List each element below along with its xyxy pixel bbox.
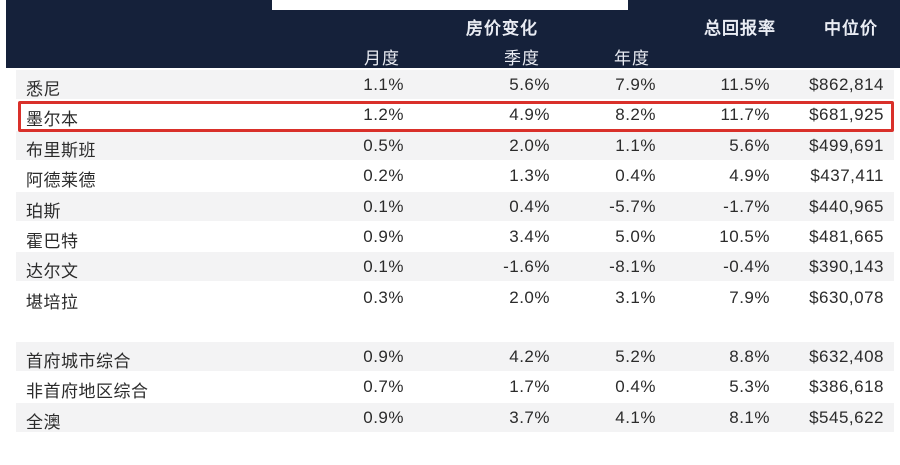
header-price-change: 房价变化 <box>466 19 538 38</box>
cell-year: 0.4% <box>615 377 656 396</box>
cell-year: 0.4% <box>615 166 656 185</box>
cell-median-price: $386,618 <box>809 377 884 396</box>
table-row: 墨尔本 1.2% 4.9% 8.2% 11.7% $681,925 <box>16 100 894 129</box>
cell-quarter: 3.4% <box>509 227 550 246</box>
cell-quarter: 5.6% <box>509 75 550 94</box>
cell-month: 0.1% <box>363 257 404 276</box>
header-notch <box>272 0 628 10</box>
cell-year: -8.1% <box>609 257 656 276</box>
table-row: 全澳 0.9% 3.7% 4.1% 8.1% $545,622 <box>16 403 894 432</box>
cell-total-return: 11.7% <box>720 105 770 124</box>
cell-total-return: 11.5% <box>720 75 770 94</box>
cell-quarter: 4.9% <box>509 105 550 124</box>
table-row: 悉尼 1.1% 5.6% 7.9% 11.5% $862,814 <box>16 70 894 99</box>
cell-total-return: 4.9% <box>729 166 770 185</box>
cell-year: 8.2% <box>615 105 656 124</box>
cell-year: 5.0% <box>615 227 656 246</box>
row-name: 达尔文 <box>26 262 79 281</box>
row-name: 珀斯 <box>26 202 61 221</box>
table-row: 阿德莱德 0.2% 1.3% 0.4% 4.9% $437,411 <box>16 161 894 190</box>
table-row: 非首府地区综合 0.7% 1.7% 0.4% 5.3% $386,618 <box>16 372 894 401</box>
cell-month: 0.5% <box>363 136 404 155</box>
cell-total-return: 10.5% <box>719 227 770 246</box>
cell-median-price: $545,622 <box>809 408 884 427</box>
header-total-return: 总回报率 <box>704 19 776 38</box>
cell-total-return: 5.6% <box>729 136 770 155</box>
row-name: 堪培拉 <box>26 293 79 312</box>
row-name: 悉尼 <box>26 80 61 99</box>
cell-year: 7.9% <box>615 75 656 94</box>
cell-total-return: 5.3% <box>729 377 770 396</box>
cell-year: -5.7% <box>609 197 656 216</box>
cell-quarter: 4.2% <box>509 347 550 366</box>
cell-quarter: 1.7% <box>509 377 550 396</box>
cell-year: 4.1% <box>615 408 656 427</box>
row-name: 阿德莱德 <box>26 171 96 190</box>
cell-total-return: -1.7% <box>723 197 770 216</box>
table-row: 霍巴特 0.9% 3.4% 5.0% 10.5% $481,665 <box>16 222 894 251</box>
cell-median-price: $862,814 <box>809 75 884 94</box>
cell-month: 0.7% <box>363 377 404 396</box>
row-name: 布里斯班 <box>26 141 96 160</box>
table-row: 首府城市综合 0.9% 4.2% 5.2% 8.8% $632,408 <box>16 342 894 371</box>
cell-median-price: $390,143 <box>809 257 884 276</box>
cell-month: 1.1% <box>363 75 404 94</box>
header-median: 中位价 <box>824 19 878 38</box>
cell-quarter: -1.6% <box>503 257 550 276</box>
cell-month: 0.9% <box>363 408 404 427</box>
cell-median-price: $440,965 <box>809 197 884 216</box>
table-subheader <box>6 50 900 68</box>
row-name: 霍巴特 <box>26 232 79 251</box>
cell-total-return: -0.4% <box>723 257 770 276</box>
table-row: 达尔文 0.1% -1.6% -8.1% -0.4% $390,143 <box>16 252 894 281</box>
cell-median-price: $630,078 <box>809 288 884 307</box>
cell-month: 0.9% <box>363 347 404 366</box>
header-year: 年度 <box>614 49 650 68</box>
cell-month: 0.1% <box>363 197 404 216</box>
row-name: 首府城市综合 <box>26 352 131 371</box>
cell-quarter: 2.0% <box>509 288 550 307</box>
table-row: 布里斯班 0.5% 2.0% 1.1% 5.6% $499,691 <box>16 131 894 160</box>
cell-year: 5.2% <box>615 347 656 366</box>
cell-total-return: 8.1% <box>729 408 770 427</box>
cell-month: 1.2% <box>363 105 404 124</box>
cell-quarter: 0.4% <box>509 197 550 216</box>
header-month: 月度 <box>364 49 400 68</box>
cell-total-return: 7.9% <box>729 288 770 307</box>
cell-quarter: 3.7% <box>509 408 550 427</box>
table-row: 堪培拉 0.3% 2.0% 3.1% 7.9% $630,078 <box>16 283 894 312</box>
cell-month: 0.2% <box>363 166 404 185</box>
cell-median-price: $437,411 <box>810 166 884 185</box>
cell-quarter: 1.3% <box>509 166 550 185</box>
cell-quarter: 2.0% <box>509 136 550 155</box>
cell-median-price: $632,408 <box>809 347 884 366</box>
cell-year: 1.1% <box>615 136 656 155</box>
row-name: 全澳 <box>26 413 61 432</box>
cell-month: 0.3% <box>363 288 404 307</box>
cell-total-return: 8.8% <box>729 347 770 366</box>
table-row: 珀斯 0.1% 0.4% -5.7% -1.7% $440,965 <box>16 192 894 221</box>
row-name: 墨尔本 <box>26 110 79 129</box>
row-name: 非首府地区综合 <box>26 382 149 401</box>
cell-median-price: $681,925 <box>809 105 884 124</box>
cell-month: 0.9% <box>363 227 404 246</box>
cell-median-price: $499,691 <box>809 136 884 155</box>
cell-median-price: $481,665 <box>809 227 884 246</box>
header-quarter: 季度 <box>504 49 540 68</box>
cell-year: 3.1% <box>615 288 656 307</box>
